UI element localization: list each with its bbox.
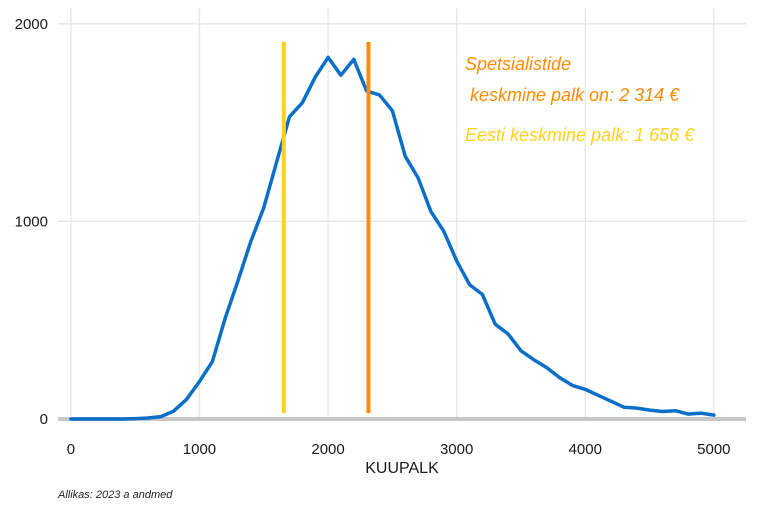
- series-line-0: [71, 57, 714, 419]
- specialist-annotation-line2: keskmine palk on: 2 314 €: [465, 85, 680, 105]
- salary-distribution-chart: 0 1000 2000 3000 4000 5000 0 1000 2000 KUUPALK S…: [0, 0, 768, 512]
- x-tick-label-5000: 5000: [697, 441, 730, 458]
- source-note: Allikas: 2023 a andmed: [58, 489, 172, 501]
- grid: [58, 8, 746, 420]
- specialist-annotation-line1: Spetsialistide: [465, 54, 571, 74]
- x-tick-label-4000: 4000: [569, 441, 602, 458]
- y-tick-label-2000: 2000: [15, 16, 48, 33]
- reference-lines: [284, 42, 369, 413]
- x-tick-label-3000: 3000: [440, 441, 473, 458]
- series-layer: [71, 57, 714, 419]
- x-tick-label-1000: 1000: [183, 441, 216, 458]
- y-tick-label-1000: 1000: [15, 213, 48, 230]
- y-tick-label-0: 0: [40, 411, 48, 428]
- estonia-annotation: Eesti keskmine palk: 1 656 €: [465, 125, 695, 145]
- x-axis-title: KUUPALK: [365, 460, 439, 477]
- axis-ticks: 0 1000 2000 3000 4000 5000 0 1000 2000: [15, 16, 731, 458]
- x-tick-label-0: 0: [67, 441, 75, 458]
- x-tick-label-2000: 2000: [311, 441, 344, 458]
